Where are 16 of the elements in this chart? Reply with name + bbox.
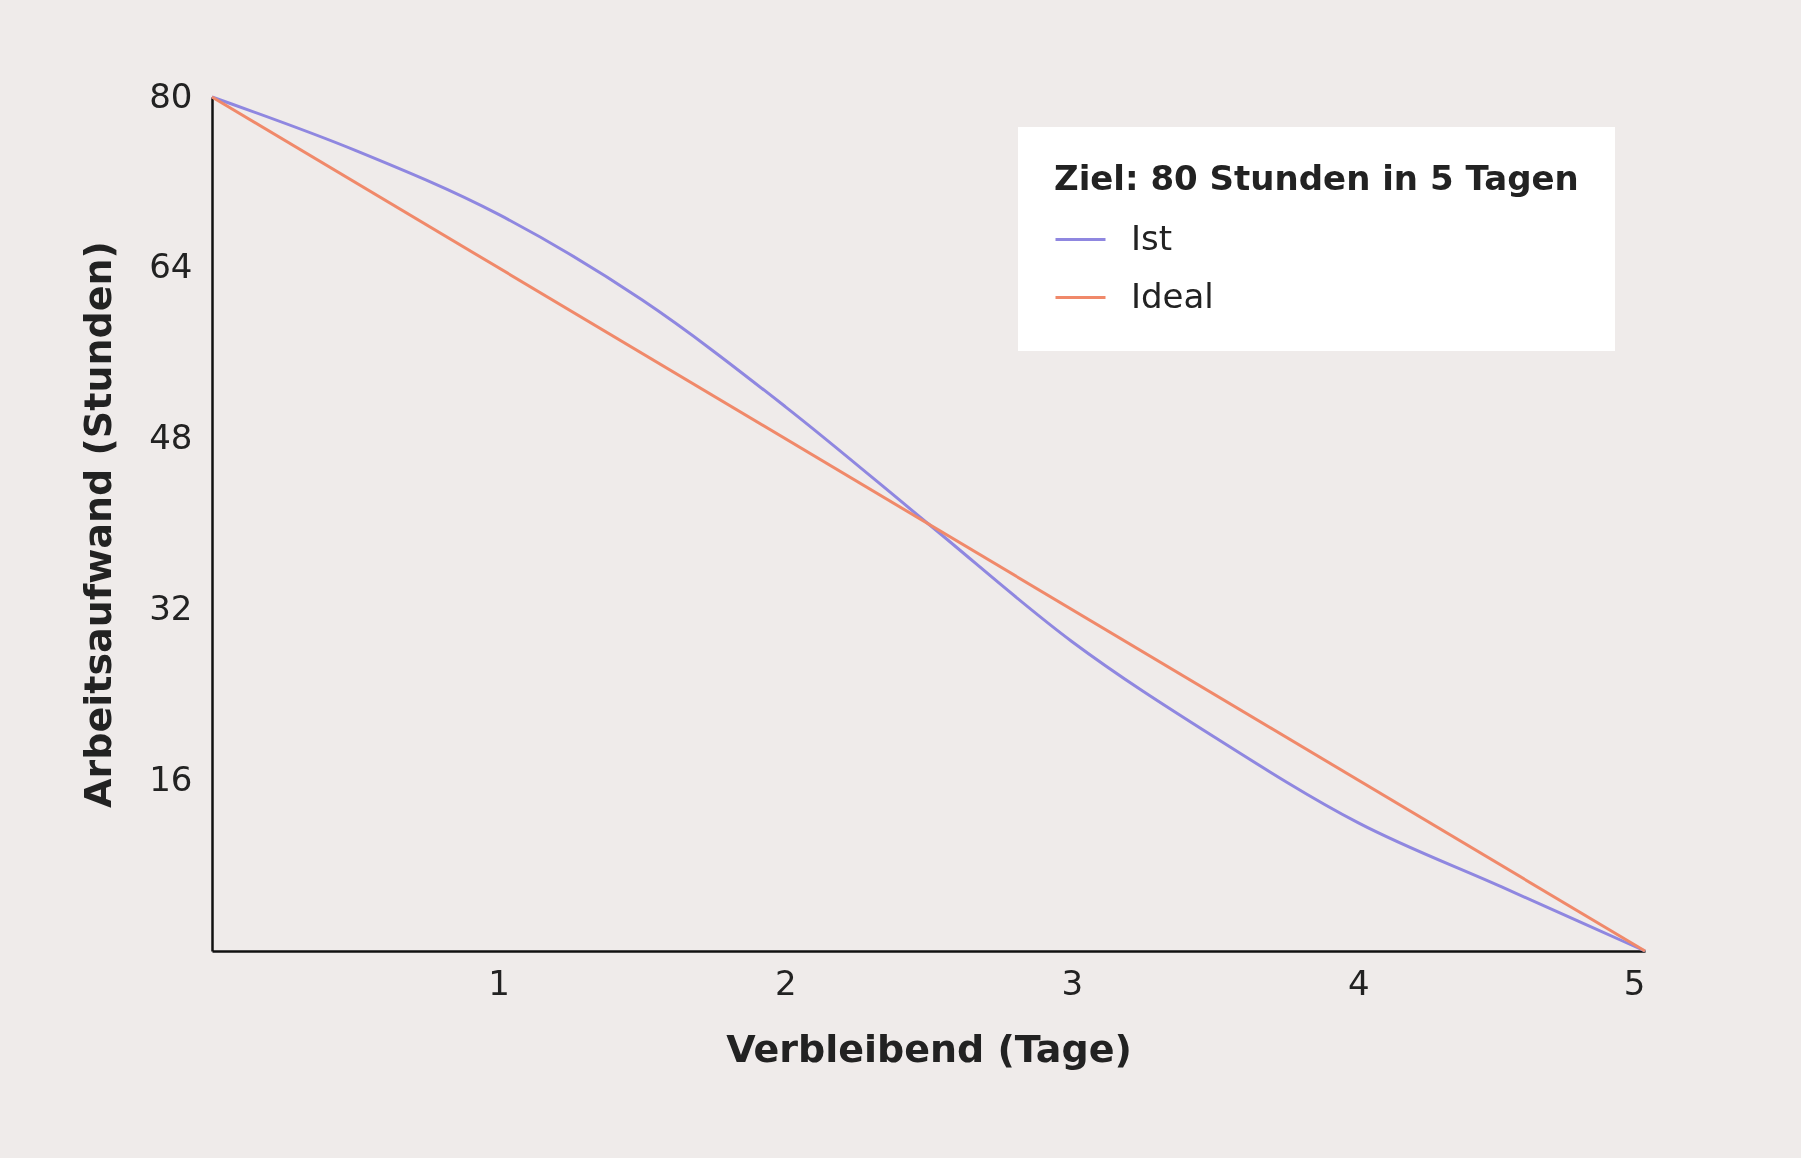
x-tick-label: 3	[1061, 962, 1084, 1003]
x-axis-title: Verbleibend (Tage)	[726, 1026, 1132, 1071]
x-tick-label: 4	[1348, 962, 1370, 1003]
legend-label: Ist	[1131, 217, 1173, 258]
x-tick-label: 2	[774, 962, 797, 1003]
x-tick-label: 1	[488, 962, 510, 1003]
legend-title: Ziel: 80 Stunden in 5 Tagen	[1054, 158, 1579, 198]
y-tick-label: 16	[149, 758, 193, 799]
y-tick-label: 32	[149, 587, 193, 628]
line-series	[210, 95, 1647, 953]
x-tick-label: 5	[1623, 962, 1646, 1003]
y-tick-label: 48	[149, 417, 193, 458]
y-axis-title: Arbeitsaufwand (Stunden)	[76, 241, 121, 808]
legend-label: Ideal	[1131, 275, 1214, 316]
y-tick-label: 80	[149, 75, 193, 116]
y-tick-label: 64	[149, 246, 193, 287]
